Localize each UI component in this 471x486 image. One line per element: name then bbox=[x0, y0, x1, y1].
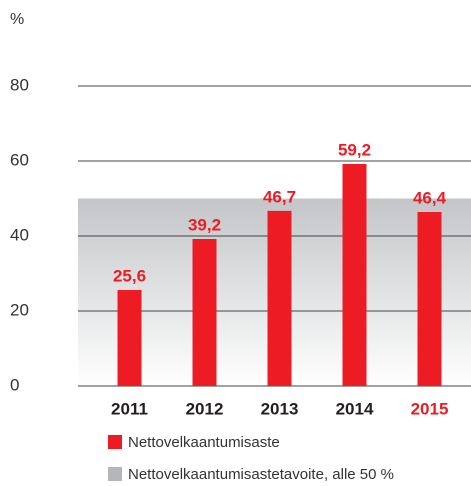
y-tick-label: 0 bbox=[10, 375, 19, 394]
y-tick-label: 60 bbox=[10, 150, 29, 169]
bar bbox=[192, 239, 217, 386]
legend-label: Nettovelkaantumisaste bbox=[128, 434, 280, 451]
x-tick-label: 2013 bbox=[261, 399, 299, 418]
bar bbox=[417, 212, 442, 386]
value-label: 25,6 bbox=[113, 266, 146, 285]
x-tick-label: 2014 bbox=[336, 399, 374, 418]
value-label: 46,4 bbox=[413, 188, 447, 207]
y-tick-label: 40 bbox=[10, 225, 29, 244]
bar bbox=[342, 164, 367, 386]
value-label: 39,2 bbox=[188, 215, 221, 234]
legend-label: Nettovelkaantumisastetavoite, alle 50 % bbox=[128, 466, 394, 483]
bar bbox=[117, 290, 142, 386]
value-label: 59,2 bbox=[338, 140, 371, 159]
y-tick-label: 20 bbox=[10, 300, 29, 319]
x-tick-label: 2011 bbox=[111, 399, 148, 418]
legend-swatch bbox=[108, 467, 122, 481]
bar bbox=[267, 210, 292, 386]
x-tick-label: 2012 bbox=[186, 399, 224, 418]
y-tick-label: 80 bbox=[10, 75, 29, 94]
legend-swatch bbox=[108, 435, 122, 449]
y-axis-label: % bbox=[10, 11, 24, 28]
value-label: 46,7 bbox=[263, 187, 296, 206]
x-tick-label: 2015 bbox=[411, 399, 449, 418]
